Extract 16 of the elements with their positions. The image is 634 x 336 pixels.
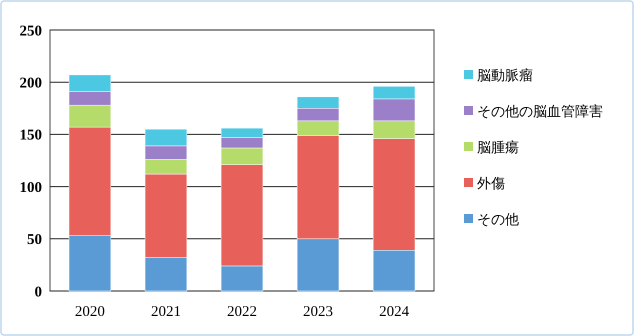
legend-label: 脳動脈瘤 — [477, 68, 533, 84]
y-tick-label: 250 — [20, 23, 42, 40]
y-tick-label: 200 — [20, 75, 42, 92]
x-tick-label: 2023 — [303, 304, 334, 320]
y-tick-label: 150 — [20, 128, 42, 144]
legend-label: その他の脳血管障害 — [477, 104, 603, 120]
x-tick-label: 2022 — [227, 304, 257, 320]
y-tick-label: 0 — [34, 284, 42, 300]
x-tick-label: 2020 — [74, 304, 105, 320]
legend-label: 脳腫瘍 — [477, 140, 519, 156]
y-tick-label: 50 — [27, 232, 42, 248]
y-tick-label: 100 — [20, 180, 42, 196]
x-tick-label: 2021 — [150, 304, 181, 320]
legend-label: 外傷 — [477, 176, 505, 192]
x-tick-label: 2024 — [379, 304, 410, 320]
legend-label: その他 — [477, 212, 519, 228]
